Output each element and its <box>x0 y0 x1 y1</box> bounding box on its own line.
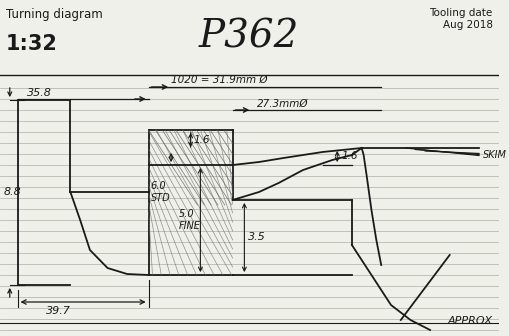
Text: Turning diagram: Turning diagram <box>6 8 102 21</box>
Text: 39.7: 39.7 <box>46 306 71 316</box>
Text: 8.8: 8.8 <box>4 187 21 197</box>
Text: 5.0
FINE: 5.0 FINE <box>179 209 201 231</box>
Text: 35.8: 35.8 <box>27 88 52 98</box>
Text: 1:32: 1:32 <box>6 34 58 54</box>
Text: 1.6: 1.6 <box>341 151 357 161</box>
Text: 3.5: 3.5 <box>248 232 266 242</box>
Text: 1020 = 31.9mm Ø: 1020 = 31.9mm Ø <box>171 75 267 85</box>
Text: 27.3mmØ: 27.3mmØ <box>257 99 308 109</box>
Text: SKIM: SKIM <box>482 150 506 160</box>
Text: APPROX: APPROX <box>447 316 492 326</box>
Text: 1.6: 1.6 <box>193 135 210 145</box>
Text: Tooling date
Aug 2018: Tooling date Aug 2018 <box>429 8 492 30</box>
Text: P362: P362 <box>199 18 299 55</box>
Text: 6.0
STD: 6.0 STD <box>150 181 170 203</box>
